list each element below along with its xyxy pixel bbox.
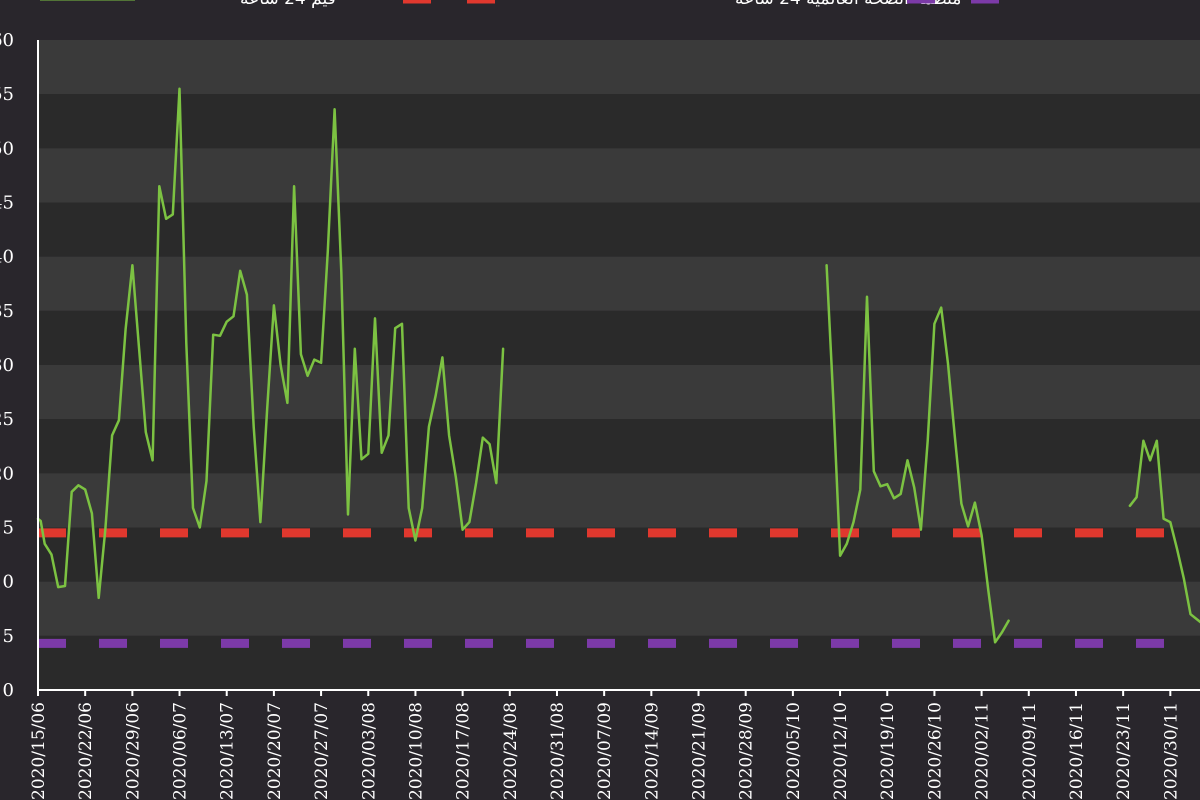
x-tick-label: 2020/29/06 bbox=[123, 702, 143, 800]
y-tick-label: 60 bbox=[0, 30, 14, 51]
x-tick-label: 2020/12/10 bbox=[831, 702, 851, 800]
chart-axes bbox=[37, 40, 1200, 696]
y-tick-label: 30 bbox=[0, 355, 14, 376]
grid-band bbox=[38, 256, 1200, 311]
y-tick-label: 55 bbox=[0, 84, 14, 105]
chart-bands bbox=[38, 40, 1200, 690]
x-tick-label: 2020/20/07 bbox=[265, 702, 285, 800]
y-tick-label: 40 bbox=[0, 247, 14, 268]
y-tick-label: 25 bbox=[0, 409, 14, 430]
grid-band bbox=[38, 40, 1200, 95]
y-tick-labels: 0 5 10 15 20 25 30 35 40 45 50 55 60 bbox=[0, 30, 14, 701]
y-tick-label: 15 bbox=[0, 518, 14, 539]
x-tick-label: 2020/16/11 bbox=[1067, 702, 1087, 800]
grid-band bbox=[38, 310, 1200, 365]
x-tick-label: 2020/28/09 bbox=[737, 702, 757, 800]
x-tick-label: 2020/06/07 bbox=[171, 702, 191, 800]
x-tick-label: 2020/17/08 bbox=[454, 702, 474, 800]
grid-band bbox=[38, 581, 1200, 636]
x-tick-label: 2020/23/11 bbox=[1114, 702, 1134, 800]
grid-band bbox=[38, 419, 1200, 474]
x-tick-label: 2020/21/09 bbox=[690, 702, 710, 800]
x-tick-label: 2020/02/11 bbox=[973, 702, 993, 800]
y-tick-label: 10 bbox=[0, 572, 14, 593]
x-tick-label: 2020/14/09 bbox=[642, 702, 662, 800]
x-tick-label: 2020/07/09 bbox=[595, 702, 615, 800]
series-line-measured-segment-3 bbox=[1128, 439, 1200, 624]
reference-lines bbox=[38, 528, 1185, 648]
x-tick-label: 2020/22/06 bbox=[76, 702, 96, 800]
grid-band bbox=[38, 365, 1200, 420]
y-tick-label: 5 bbox=[3, 626, 14, 647]
chart-legend: قيم 24 ساعةمنظمة الصحة العالمية 24 ساعةم… bbox=[40, 0, 1007, 9]
grid-band bbox=[38, 473, 1200, 528]
y-tick-label: 0 bbox=[3, 680, 14, 701]
y-tick-label: 45 bbox=[0, 193, 14, 214]
x-tick-label: 2020/09/11 bbox=[1020, 702, 1040, 800]
legend-label-who24: منظمة الصحة العالمية 24 ساعة bbox=[735, 0, 961, 9]
series-lines bbox=[36, 87, 1200, 644]
grid-band bbox=[38, 202, 1200, 257]
x-tick-label: 2020/03/08 bbox=[359, 702, 379, 800]
x-tick-label: 2020/13/07 bbox=[218, 702, 238, 800]
x-tick-label: 2020/19/10 bbox=[878, 702, 898, 800]
x-tick-labels: 2020/15/06 2020/22/06 2020/29/06 2020/06/07… bbox=[29, 702, 1181, 800]
x-tick-label: 2020/24/08 bbox=[501, 702, 521, 800]
legend-label-measured: قيم 24 ساعة bbox=[240, 0, 336, 9]
grid-band bbox=[38, 94, 1200, 149]
x-tick-label: 2020/31/08 bbox=[548, 702, 568, 800]
y-tick-label: 20 bbox=[0, 463, 14, 484]
x-tick-label: 2020/27/07 bbox=[312, 702, 332, 800]
x-tick-label: 2020/30/11 bbox=[1161, 702, 1181, 800]
grid-band bbox=[38, 148, 1200, 203]
series-line-measured-segment-2 bbox=[825, 264, 1010, 644]
y-tick-label: 35 bbox=[0, 301, 14, 322]
x-tick-label: 2020/10/08 bbox=[406, 702, 426, 800]
y-tick-label: 50 bbox=[0, 138, 14, 159]
x-tick-label: 2020/05/10 bbox=[784, 702, 804, 800]
x-tick-label: 2020/15/06 bbox=[29, 702, 49, 800]
x-tick-label: 2020/26/10 bbox=[925, 702, 945, 800]
